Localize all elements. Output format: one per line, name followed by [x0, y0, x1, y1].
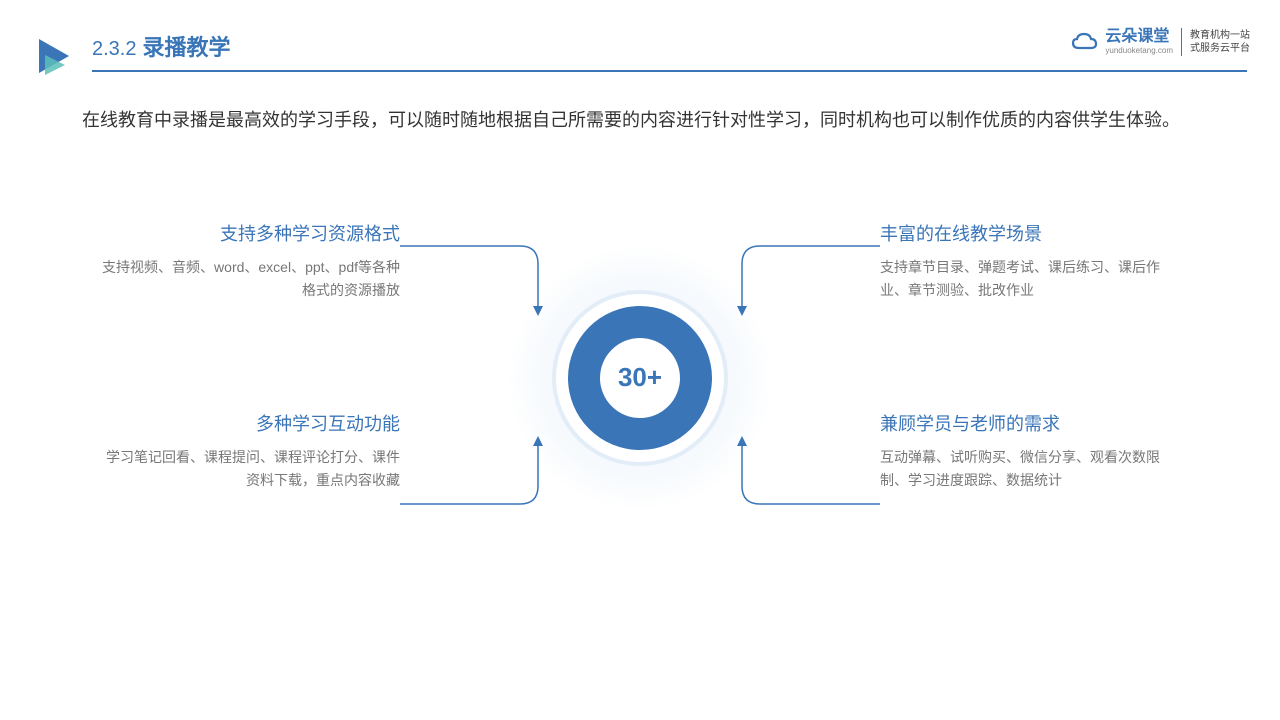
- feature-desc: 支持章节目录、弹题考试、课后练习、课后作业、章节测验、批改作业: [880, 256, 1180, 304]
- feature-bottom-right: 兼顾学员与老师的需求 互动弹幕、试听购买、微信分享、观看次数限制、学习进度跟踪、…: [880, 410, 1180, 494]
- ring-inner: 30+: [600, 338, 680, 418]
- feature-desc: 互动弹幕、试听购买、微信分享、观看次数限制、学习进度跟踪、数据统计: [880, 446, 1180, 494]
- slide-description: 在线教育中录播是最高效的学习手段，可以随时随地根据自己所需要的内容进行针对性学习…: [82, 102, 1198, 138]
- radial-diagram: 30+ 支持多种学习资源格式 支持视频、音频、word、: [0, 198, 1280, 558]
- logo-tagline-line: 教育机构一站: [1190, 29, 1250, 42]
- section-title: 录播教学: [142, 30, 230, 62]
- feature-desc: 支持视频、音频、word、excel、ppt、pdf等各种格式的资源播放: [100, 256, 400, 304]
- logo-brand-text: 云朵课堂: [1105, 29, 1173, 45]
- ring-outer: 30+: [556, 294, 724, 462]
- logo-tagline-line: 式服务云平台: [1190, 42, 1250, 55]
- center-circle: 30+: [556, 294, 724, 462]
- feature-title: 兼顾学员与老师的需求: [880, 410, 1180, 436]
- logo-tagline: 教育机构一站 式服务云平台: [1190, 29, 1250, 55]
- ring-blue: 30+: [568, 306, 712, 450]
- feature-title: 丰富的在线教学场景: [880, 220, 1180, 246]
- section-number: 2.3.2: [92, 38, 136, 61]
- feature-top-left: 支持多种学习资源格式 支持视频、音频、word、excel、ppt、pdf等各种…: [100, 220, 400, 304]
- title-underline: [92, 70, 1247, 72]
- feature-desc: 学习笔记回看、课程提问、课程评论打分、课件资料下载，重点内容收藏: [100, 446, 400, 494]
- brand-logo: 云朵课堂 yunduoketang.com 教育机构一站 式服务云平台: [1071, 28, 1250, 56]
- feature-top-right: 丰富的在线教学场景 支持章节目录、弹题考试、课后练习、课后作业、章节测验、批改作…: [880, 220, 1180, 304]
- logo-divider: [1181, 28, 1182, 56]
- logo-url-text: yunduoketang.com: [1105, 47, 1173, 55]
- feature-title: 多种学习互动功能: [100, 410, 400, 436]
- title-arrow-icon: [35, 35, 77, 82]
- center-value: 30+: [618, 362, 662, 393]
- feature-bottom-left: 多种学习互动功能 学习笔记回看、课程提问、课程评论打分、课件资料下载，重点内容收…: [100, 410, 400, 494]
- feature-title: 支持多种学习资源格式: [100, 220, 400, 246]
- cloud-icon: [1071, 32, 1097, 52]
- slide-header: 2.3.2 录播教学 云朵课堂 yunduoketang.com 教育机构一站 …: [0, 0, 1280, 72]
